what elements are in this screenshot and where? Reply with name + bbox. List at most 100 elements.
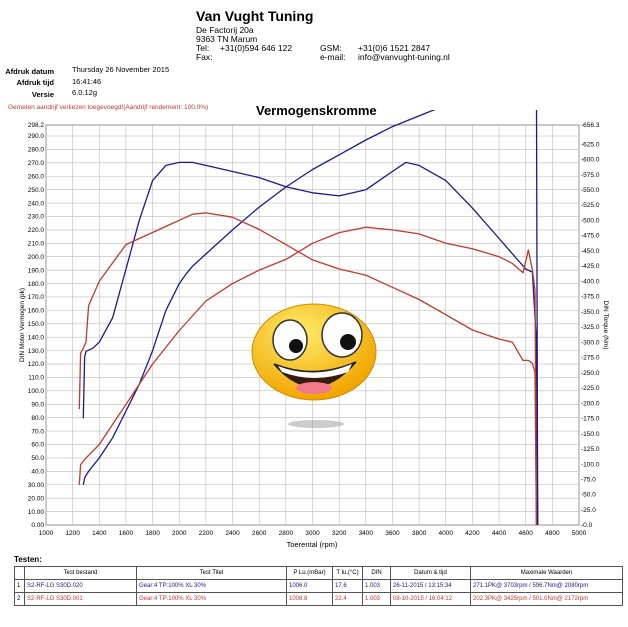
tests-header-row: Test bestand Test Titel P Lu.(mBar) T lu… <box>14 566 623 580</box>
y-axis-label: DIN Motor Vermogen (pk) <box>19 288 26 362</box>
x-tick-label: 1800 <box>145 530 160 537</box>
table-row[interactable]: 1 S2-RF-LG S30D.020 Gear:4 TP:100% XL 30… <box>14 579 623 593</box>
row-test-file: S2-RF-LG S30D.001 <box>24 592 137 606</box>
print-date-label: Afdruk datum <box>5 67 54 76</box>
y2-tick-label: -75.0 <box>581 476 596 483</box>
address-street: De Factorij 20a <box>196 25 254 35</box>
y-tick-label: 290.0 <box>28 133 45 140</box>
y-tick-label: 110.0 <box>28 375 44 382</box>
y-tick-label: 160.0 <box>28 308 45 315</box>
row-max-values: 271.1PK@ 3703rpm / 596.7Nm@ 2080rpm <box>470 579 623 593</box>
y2-axis-label: DIN Torque (Nm) <box>602 300 609 349</box>
row-test-file: S2-RF-LG S30D.020 <box>24 579 137 593</box>
y-tick-label: 50.0 <box>31 455 44 462</box>
gsm-value: +31(0)6 1521 2847 <box>358 43 431 53</box>
x-tick-label: 3200 <box>332 530 347 537</box>
y2-tick-label: -325.0 <box>581 324 600 331</box>
y-tick-label: 220.0 <box>28 227 45 234</box>
col-air-temp: T lu.(°C) <box>332 566 363 580</box>
y2-tick-label: -625.0 <box>581 141 600 148</box>
gsm-label: GSM: <box>320 43 342 53</box>
row-index: 1 <box>14 579 25 593</box>
y2-tick-label: -475.0 <box>581 233 600 240</box>
smiley-right-eye <box>321 312 363 358</box>
y-tick-label: 0.00 <box>31 522 44 529</box>
x-tick-label: 3800 <box>412 530 427 537</box>
x-tick-label: 1400 <box>92 530 107 537</box>
col-test-file: Test bestand <box>24 566 137 580</box>
row-max-values: 202.3PK@ 3425rpm / 501.0Nm@ 2172rpm <box>470 592 623 606</box>
y2-tick-label: -50.0 <box>581 492 596 499</box>
smiley-right-pupil <box>340 334 356 350</box>
y2-tick-label: -250.0 <box>581 370 600 377</box>
y2-tick-label: -25.0 <box>581 507 596 514</box>
x-tick-label: 4600 <box>518 530 533 537</box>
y-tick-label: 298.2 <box>28 122 45 129</box>
y-tick-label: 80.0 <box>31 415 44 422</box>
row-test-title: Gear:4 TP:100% XL 30% <box>136 592 287 606</box>
y2-tick-label: -600.0 <box>581 157 600 164</box>
x-tick-label: 1000 <box>39 530 54 537</box>
y-tick-label: 120.0 <box>28 361 45 368</box>
x-tick-label: 3600 <box>385 530 400 537</box>
chart-title: Vermogenskromme <box>256 103 377 118</box>
y-tick-label: 10.00 <box>28 509 45 516</box>
x-tick-label: 1600 <box>119 530 134 537</box>
y-tick-label: 230.0 <box>28 214 45 221</box>
print-time-value: 16:41:46 <box>72 77 102 86</box>
y-tick-label: 250.0 <box>28 187 45 194</box>
tests-section-label: Testen: <box>14 555 42 564</box>
y-tick-label: 170.0 <box>28 294 45 301</box>
y-tick-label: 200.0 <box>28 254 45 261</box>
fax-label: Fax: <box>196 52 213 62</box>
y-tick-label: 190.0 <box>28 267 45 274</box>
x-tick-label: 2400 <box>225 530 240 537</box>
table-row[interactable]: 2 S2-RF-LG S30D.001 Gear:4 TP:100% XL 30… <box>14 592 623 606</box>
smiley-shadow <box>288 420 344 428</box>
print-date-value: Thursday 26 November 2015 <box>72 65 170 74</box>
y2-tick-label: -425.0 <box>581 263 600 270</box>
y2-tick-label: -275.0 <box>581 355 600 362</box>
x-tick-label: 4400 <box>492 530 507 537</box>
y2-tick-label: -400.0 <box>581 278 600 285</box>
email-label: e-mail: <box>320 52 346 62</box>
y2-tick-label: -175.0 <box>581 416 600 423</box>
address-city: 9363 TN Marum <box>196 34 258 44</box>
y-tick-label: 70.0 <box>31 428 44 435</box>
x-tick-label: 2000 <box>172 530 187 537</box>
version-label: Versie <box>31 90 54 99</box>
series-line-3-power <box>78 226 538 526</box>
drivetrain-warning: Gemeten aandrijf verliezen toegevoegd!(A… <box>8 104 209 111</box>
y-tick-label: 30.00 <box>28 482 45 489</box>
x-tick-label: 2600 <box>252 530 267 537</box>
y2-tick-label: -350.0 <box>581 309 600 316</box>
tel-value: +31(0)594 646 122 <box>220 43 293 53</box>
y2-tick-label: -300.0 <box>581 339 600 346</box>
series-line-2-torque <box>82 161 539 526</box>
y-tick-label: 130.0 <box>28 348 45 355</box>
x-tick-label: 4000 <box>439 530 454 537</box>
series-line-1-power <box>82 110 539 526</box>
tests-table: Test bestand Test Titel P Lu.(mBar) T lu… <box>14 566 623 606</box>
x-tick-label: 5000 <box>572 530 587 537</box>
company-name: Van Vught Tuning <box>196 8 314 24</box>
row-index: 2 <box>14 592 25 606</box>
y-tick-label: 260.0 <box>28 173 45 180</box>
col-index <box>14 566 25 580</box>
y2-tick-label: -525.0 <box>581 202 600 209</box>
y2-tick-label: -150.0 <box>581 431 600 438</box>
y-tick-label: 140.0 <box>28 334 45 341</box>
version-value: 6.0.12g <box>72 88 98 97</box>
row-air-temp: 22.4 <box>332 592 363 606</box>
row-din: 1.003 <box>362 592 391 606</box>
x-tick-label: 1200 <box>65 530 80 537</box>
row-air-temp: 17.6 <box>332 579 363 593</box>
y-tick-label: 20.00 <box>28 495 45 502</box>
y-tick-label: 270.0 <box>28 160 45 167</box>
col-datetime: Datum & tijd <box>390 566 471 580</box>
y-tick-label: 210.0 <box>28 241 45 248</box>
y2-tick-label: -200.0 <box>581 400 600 407</box>
x-tick-label: 4800 <box>545 530 560 537</box>
y2-tick-label: -450.0 <box>581 248 600 255</box>
tel-label: Tel: <box>196 43 210 53</box>
